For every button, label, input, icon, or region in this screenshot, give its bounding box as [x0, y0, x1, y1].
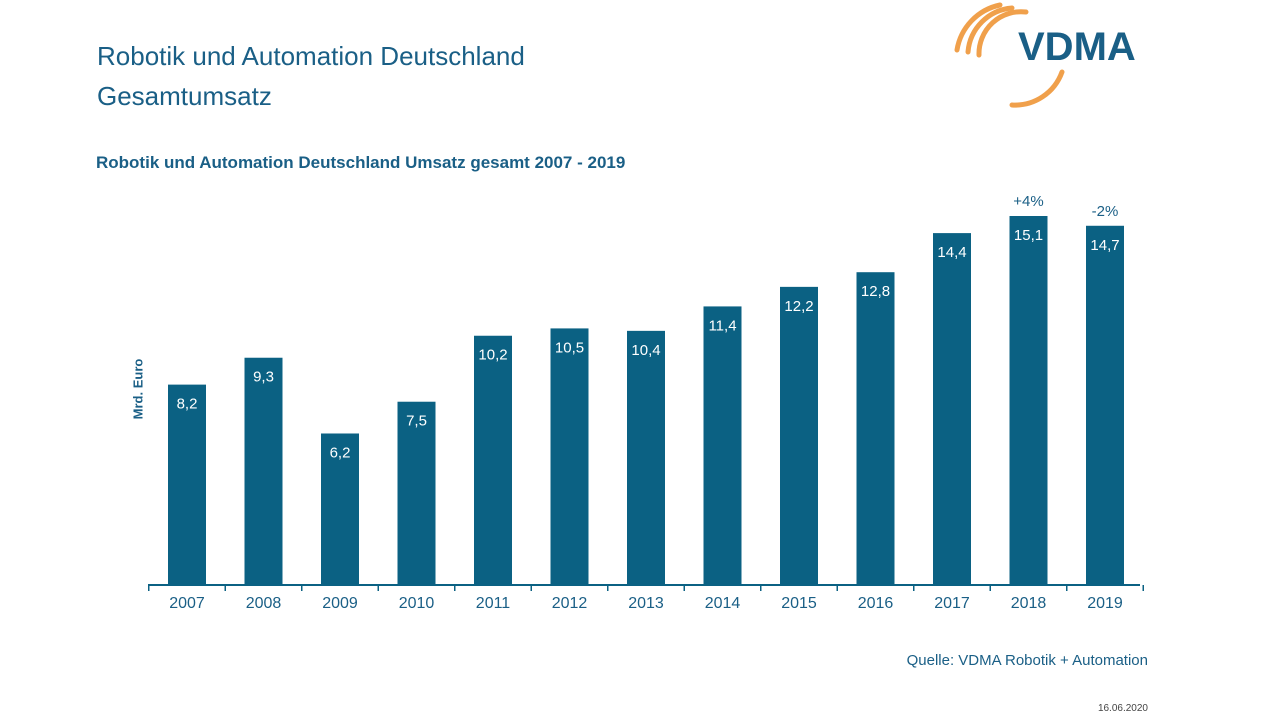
bar-2018 [1009, 216, 1048, 585]
slide-title: Robotik und Automation Deutschland Gesam… [97, 36, 525, 116]
data-label-2010: 7,5 [406, 413, 427, 430]
x-tick-2015: 2015 [781, 595, 817, 612]
bar-2011 [474, 335, 512, 585]
x-tick-2016: 2016 [858, 595, 894, 612]
bar-2019 [1086, 225, 1124, 585]
data-label-2013: 10,4 [631, 342, 660, 359]
data-label-2017: 14,4 [937, 244, 966, 261]
bar-2012 [550, 328, 589, 585]
data-label-2018: 15,1 [1014, 227, 1043, 244]
change-annotation-2019: -2% [1092, 203, 1119, 220]
x-tick-2008: 2008 [246, 595, 282, 612]
data-label-2016: 12,8 [861, 283, 890, 300]
bar-2009 [321, 433, 359, 585]
logo-arcs-icon [954, 2, 1065, 108]
bar-2016 [856, 272, 895, 585]
x-tick-2010: 2010 [399, 595, 435, 612]
slide-title-line-2: Gesamtumsatz [97, 81, 272, 111]
x-tick-2009: 2009 [322, 595, 358, 612]
data-label-2019: 14,7 [1090, 237, 1119, 254]
slide-title-line-1: Robotik und Automation Deutschland [97, 41, 525, 71]
bar-2010 [397, 401, 436, 585]
bar-2017 [933, 233, 971, 585]
x-tick-2013: 2013 [628, 595, 664, 612]
bar-2015 [780, 286, 818, 585]
x-tick-2018: 2018 [1011, 595, 1047, 612]
data-label-2012: 10,5 [555, 339, 584, 356]
change-annotation-2018: +4% [1013, 193, 1043, 210]
bar-2008 [244, 357, 283, 585]
x-tick-2017: 2017 [934, 595, 970, 612]
x-tick-2014: 2014 [705, 595, 741, 612]
slide-date: 16.06.2020 [1097, 703, 1148, 714]
bar-2007 [168, 384, 206, 585]
x-tick-2019: 2019 [1087, 595, 1123, 612]
x-tick-2011: 2011 [476, 595, 511, 612]
data-label-2008: 9,3 [253, 369, 274, 386]
data-label-2009: 6,2 [330, 444, 351, 461]
chart-title: Robotik und Automation Deutschland Umsat… [96, 153, 626, 172]
logo-text: VDMA [1018, 25, 1136, 69]
x-tick-2007: 2007 [169, 595, 205, 612]
source-note: Quelle: VDMA Robotik + Automation [906, 652, 1148, 669]
data-label-2011: 10,2 [478, 347, 507, 364]
data-label-2014: 11,4 [708, 317, 736, 334]
bar-2014 [703, 306, 742, 585]
data-label-2007: 8,2 [177, 396, 198, 413]
vdma-logo: VDMA [954, 2, 1136, 108]
data-label-2015: 12,2 [784, 298, 813, 315]
x-tick-2012: 2012 [552, 595, 588, 612]
bar-2013 [627, 330, 665, 585]
